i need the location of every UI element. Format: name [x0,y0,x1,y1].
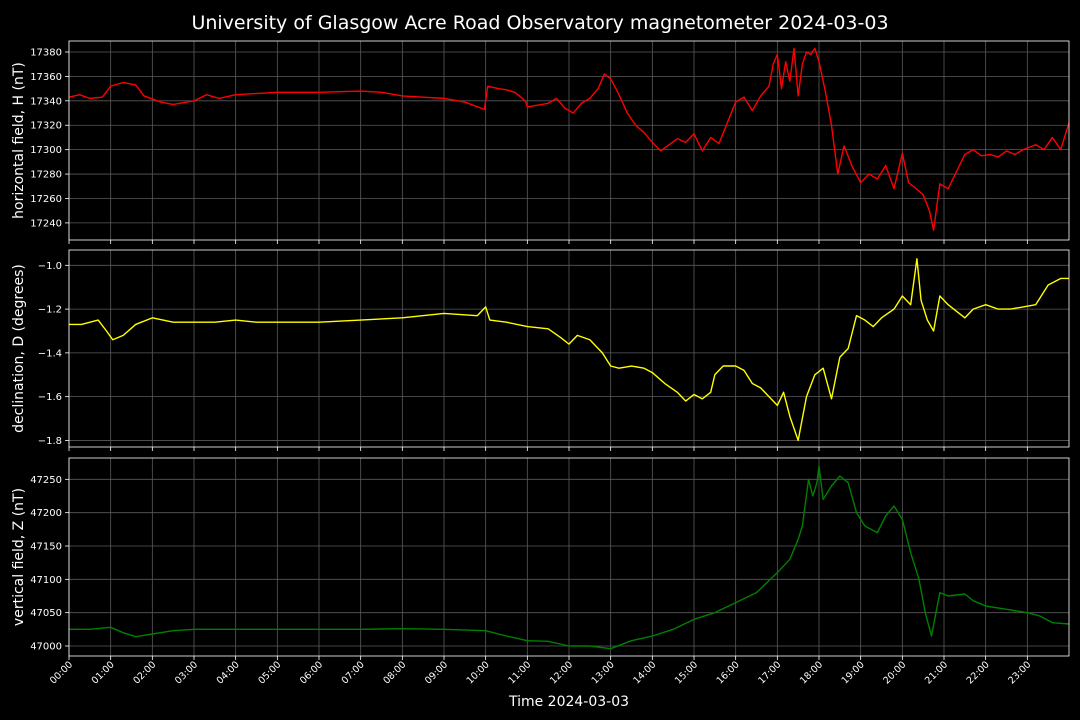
x-tick-label: 09:00 [423,659,450,686]
x-tick-label: 13:00 [590,659,617,686]
chart-title: University of Glasgow Acre Road Observat… [191,12,888,34]
series-line-D [69,258,1069,442]
x-tick-label: 08:00 [381,659,408,686]
x-tick-label: 02:00 [131,659,158,686]
x-tick-label: 11:00 [506,659,533,686]
y-tick-label-Z: 47150 [30,542,62,553]
y-tick-label-Z: 47050 [30,608,62,619]
x-tick-label: 23:00 [1006,659,1033,686]
x-tick-label: 10:00 [465,659,492,686]
x-tick-label: 12:00 [548,659,575,686]
x-axis-label: Time 2024-03-03 [508,694,629,710]
x-tick-label: 15:00 [673,659,700,686]
y-tick-label-Z: 47000 [30,642,62,653]
y-tick-label-D: −1.0 [38,261,62,272]
y-tick-label-H: 17360 [30,72,62,83]
x-tick-label: 03:00 [173,659,200,686]
panel-frame [68,457,1070,657]
y-tick-label-D: −1.2 [38,305,62,316]
panel-frame [68,40,1070,241]
y-tick-label-H: 17320 [30,121,62,132]
x-tick-label: 00:00 [48,659,75,686]
x-tick-label: 19:00 [840,659,867,686]
series-line-Z [69,465,1070,650]
y-tick-label-Z: 47100 [30,575,62,586]
panel-D: −1.8 −1.6 −1.4 −1.2 −1.0 declination, D (degr… [11,249,1070,451]
x-tick-label: 07:00 [340,659,367,686]
y-tick-label-D: −1.4 [38,348,62,359]
x-tick-label: 04:00 [215,659,242,686]
x-tick-label: 14:00 [631,659,658,686]
y-axis-label-D: declination, D (degrees) [11,264,27,433]
y-axis-label-H: horizontal field, H (nT) [11,62,27,219]
panel-H: 17240 17260 17280 17300 17320 17340 17360 17380… [11,40,1070,244]
series-line-H [68,47,1070,231]
y-tick-label-Z: 47200 [30,508,62,519]
x-tick-label: 17:00 [756,659,783,686]
y-tick-label-Z: 47250 [30,475,62,486]
y-tick-label-H: 17380 [30,47,62,58]
x-tick-label: 21:00 [923,659,950,686]
x-tick-label: 05:00 [256,659,283,686]
x-tick-label: 22:00 [965,659,992,686]
y-tick-label-H: 17300 [30,145,62,156]
y-axis-label-Z: vertical field, Z (nT) [11,488,27,626]
x-tick-label: 16:00 [715,659,742,686]
x-tick-label: 18:00 [798,659,825,686]
y-tick-label-H: 17280 [30,170,62,181]
y-tick-label-H: 17340 [30,96,62,107]
x-tick-label: 20:00 [881,659,908,686]
x-tick-label: 01:00 [90,659,117,686]
y-tick-label-D: −1.6 [38,392,62,403]
y-tick-label-H: 17260 [30,194,62,205]
x-tick-label: 06:00 [298,659,325,686]
panel-frame [68,249,1070,448]
y-tick-label-D: −1.8 [38,436,62,447]
y-tick-label-H: 17240 [30,218,62,229]
